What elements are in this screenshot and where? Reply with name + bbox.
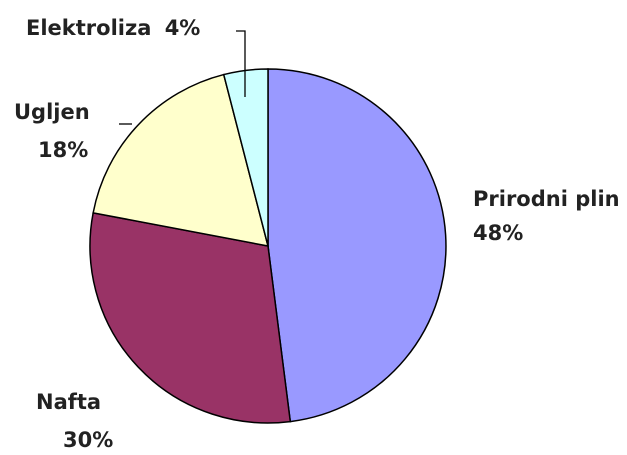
- leader-line-elektroliza: [236, 30, 246, 97]
- label-elektroliza: Elektroliza 4%: [26, 16, 200, 40]
- label-prirodni-plin-name: Prirodni plin: [473, 187, 620, 211]
- pie-slices: [89, 68, 447, 424]
- slice-labels: Elektroliza 4% Ugljen 18% Prirodni plin …: [14, 16, 620, 452]
- slice-prirodni-plin: [267, 68, 447, 423]
- label-nafta-value: 30%: [63, 428, 113, 452]
- label-elektroliza-value: 4%: [165, 16, 201, 40]
- label-nafta-name: Nafta: [36, 390, 101, 414]
- label-prirodni-plin-value: 48%: [473, 221, 523, 245]
- leader-lines: [119, 30, 246, 125]
- label-elektroliza-name: Elektroliza: [26, 16, 151, 40]
- label-ugljen-name: Ugljen: [14, 100, 90, 124]
- slice-elektroliza: [222, 68, 269, 247]
- label-ugljen-value: 18%: [38, 138, 88, 162]
- slice-ugljen: [92, 73, 270, 247]
- slice-nafta: [89, 211, 292, 424]
